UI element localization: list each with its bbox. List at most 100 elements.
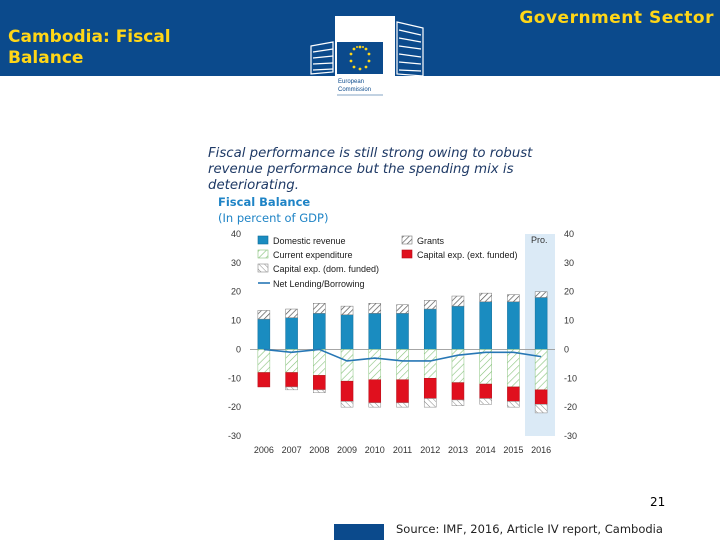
bar-capital-dom-funded [507, 401, 520, 408]
legend-swatch [401, 235, 413, 245]
legend-label: Capital exp. (dom. funded) [273, 264, 379, 274]
ec-logo-graphic: European Commission [310, 16, 424, 102]
legend-swatch [257, 263, 269, 273]
bar-grants [368, 303, 382, 314]
bar-capital-ext-funded [451, 382, 465, 401]
legend-swatch [257, 235, 269, 245]
y-tick-label-left: -20 [228, 402, 241, 412]
chart-legend: Domestic revenue Grants Current expenditur… [257, 235, 518, 289]
y-tick-label-left: -10 [228, 373, 241, 383]
x-tick-label: 2009 [337, 445, 357, 455]
page-number: 21 [650, 495, 666, 509]
legend-label: Domestic revenue [273, 236, 346, 246]
y-tick-label-left: 40 [231, 229, 241, 239]
bar-domestic-revenue [257, 318, 271, 350]
bar-grants [396, 304, 409, 314]
legend-label: Grants [417, 236, 445, 246]
bar-current-expenditure [423, 349, 437, 379]
bar-capital-ext-funded [507, 386, 520, 402]
bar-capital-ext-funded [479, 383, 492, 399]
y-tick-label-left: 10 [231, 316, 241, 326]
bar-domestic-revenue [451, 305, 465, 350]
legend-swatch [257, 249, 269, 259]
logo-text-2: Commission [338, 87, 371, 93]
bar-domestic-revenue [340, 314, 354, 350]
bar-capital-dom-funded [479, 398, 492, 405]
y-tick-label-right: 0 [564, 344, 569, 354]
bar-grants [479, 292, 492, 303]
y-tick-label-left: 30 [231, 258, 241, 268]
x-tick-label: 2008 [309, 445, 329, 455]
header-banner: Cambodia: Fiscal Balance Government Sect… [0, 0, 720, 104]
bar-capital-dom-funded [340, 401, 354, 408]
logo-text-1: European [338, 79, 364, 85]
bar-capital-ext-funded [534, 389, 548, 405]
bar-domestic-revenue [423, 308, 437, 350]
eu-stars-icon [349, 45, 371, 71]
bar-grants [534, 291, 548, 298]
y-tick-label-left: -30 [228, 431, 241, 441]
bar-grants [507, 294, 520, 303]
building-lines-icon [310, 21, 424, 77]
y-tick-label-right: 20 [564, 287, 574, 297]
bar-current-expenditure [396, 349, 409, 380]
chart-unit: (In percent of GDP) [218, 211, 329, 225]
slide-title: Cambodia: Fiscal Balance [8, 27, 171, 68]
bar-current-expenditure [507, 349, 520, 388]
footer-bar [334, 524, 384, 540]
x-tick-label: 2015 [503, 445, 523, 455]
y-tick-label-left: 20 [231, 287, 241, 297]
bar-grants [313, 303, 326, 314]
bar-capital-ext-funded [396, 379, 409, 404]
net-lending-line [263, 348, 542, 362]
chart-title: Fiscal performance is still strong owing… [208, 146, 533, 193]
y-tick-label-right: -10 [564, 373, 577, 383]
bar-capital-ext-funded [368, 379, 382, 404]
bar-current-expenditure [257, 349, 271, 373]
x-tick-label: 2013 [448, 445, 468, 455]
bar-domestic-revenue [479, 301, 492, 350]
x-tick-label: 2006 [254, 445, 274, 455]
bar-domestic-revenue [534, 297, 548, 350]
projection-label: Pro. [531, 235, 548, 245]
x-tick-label: 2014 [476, 445, 496, 455]
bar-grants [340, 305, 354, 316]
chart-subtitle: Fiscal Balance [218, 195, 311, 209]
y-tick-label-right: 10 [564, 316, 574, 326]
bar-domestic-revenue [285, 317, 298, 350]
chart-bars [257, 291, 548, 414]
bar-current-expenditure [368, 349, 382, 380]
bar-grants [285, 308, 298, 318]
x-tick-label: 2016 [531, 445, 551, 455]
bar-capital-dom-funded [534, 404, 548, 414]
chart-axes: -30 -30 -20 -20 -10 -10 0 0 10 10 20 20 30 30 40 40 2006… [228, 229, 577, 455]
legend-label: Net Lending/Borrowing [273, 279, 365, 289]
bar-grants [257, 310, 271, 320]
bar-domestic-revenue [396, 313, 409, 350]
european-commission-logo: European Commission [305, 16, 425, 102]
sector-label: Government Sector [519, 8, 714, 28]
bar-capital-dom-funded [285, 386, 298, 391]
bar-capital-ext-funded [423, 378, 437, 399]
y-tick-label-right: -30 [564, 431, 577, 441]
y-tick-label-right: -20 [564, 402, 577, 412]
y-tick-label-right: 30 [564, 258, 574, 268]
y-tick-label-right: 40 [564, 229, 574, 239]
y-tick-label-left: 0 [236, 344, 241, 354]
net-lending-line-layer [263, 348, 542, 362]
bar-current-expenditure [479, 349, 492, 385]
bar-capital-ext-funded [313, 375, 326, 391]
x-tick-label: 2012 [420, 445, 440, 455]
bar-domestic-revenue [368, 313, 382, 350]
x-tick-label: 2007 [282, 445, 302, 455]
bar-domestic-revenue [507, 301, 520, 350]
legend-swatch [401, 249, 413, 259]
bar-current-expenditure [340, 349, 354, 382]
bar-domestic-revenue [313, 313, 326, 350]
bar-capital-dom-funded [451, 399, 465, 406]
bar-capital-ext-funded [285, 372, 298, 388]
bar-capital-dom-funded [423, 398, 437, 408]
bar-capital-dom-funded [313, 389, 326, 393]
source-note: Source: IMF, 2016, Article IV report, Ca… [396, 522, 663, 536]
